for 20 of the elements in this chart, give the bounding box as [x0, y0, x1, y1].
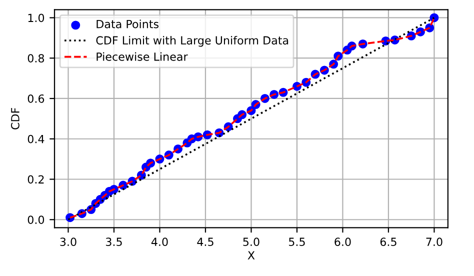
y-tick-label: 1.0	[28, 14, 44, 22]
x-tick-label: 4.5	[197, 238, 214, 246]
x-tick-label: 3.5	[106, 238, 122, 246]
x-tick-label: 4.0	[151, 238, 168, 246]
x-tick-label: 6.0	[334, 238, 351, 246]
legend-label: Piecewise Linear	[96, 52, 188, 61]
legend-label: Data Points	[96, 20, 159, 28]
x-axis-title: X	[248, 251, 255, 260]
y-tick-label: 0.0	[28, 216, 44, 224]
y-tick-label: 0.6	[28, 94, 44, 103]
y-tick-label: 0.8	[28, 54, 44, 62]
x-tick-label: 6.5	[380, 238, 396, 246]
x-tick-label: 5.0	[243, 238, 260, 246]
x-tick-label: 5.5	[288, 238, 305, 246]
y-tick-label: 0.4	[28, 134, 44, 144]
y-axis-title: CDF	[11, 108, 20, 130]
legend-label: CDF Limit with Large Uniform Data	[96, 36, 288, 47]
x-tick-label: 7.0	[426, 238, 442, 246]
x-tick-label: 3.0	[60, 238, 76, 246]
y-tick-label: 0.2	[28, 175, 44, 184]
